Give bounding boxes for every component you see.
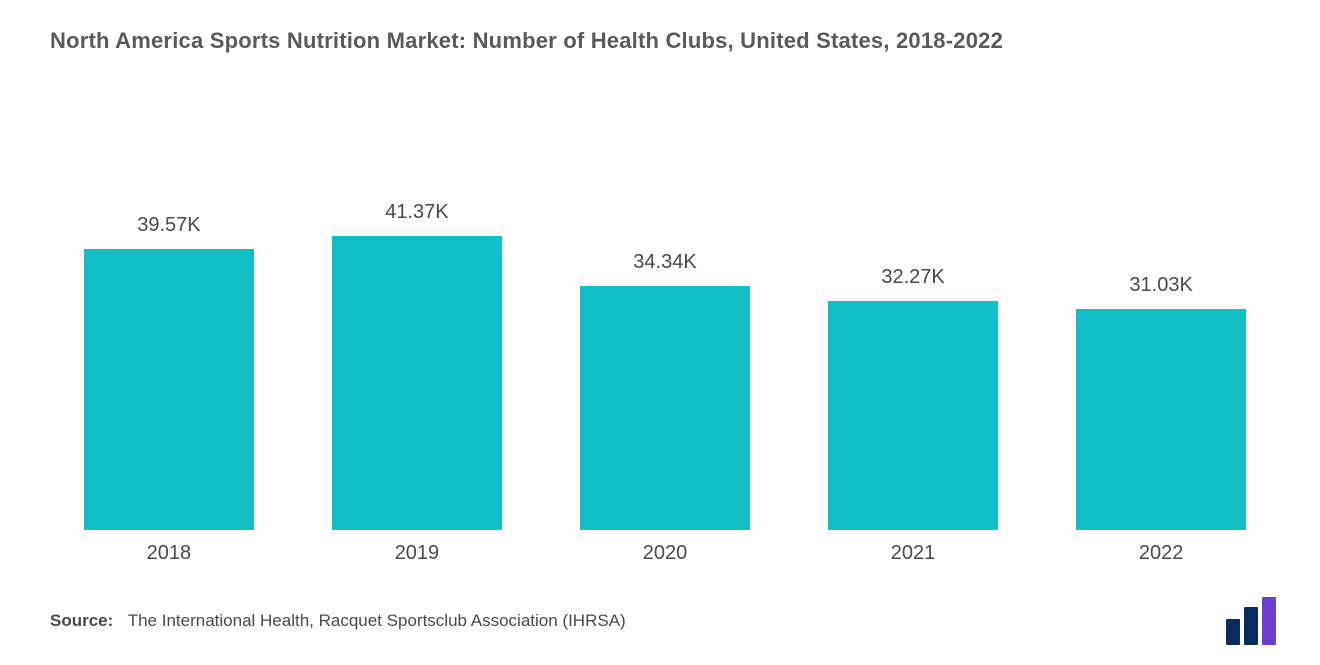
bar-group: 39.57K bbox=[60, 214, 278, 530]
chart-container: North America Sports Nutrition Market: N… bbox=[0, 0, 1320, 665]
x-tick-label: 2019 bbox=[308, 542, 526, 565]
x-tick-label: 2018 bbox=[60, 542, 278, 565]
logo-bar bbox=[1262, 597, 1276, 645]
bar-group: 32.27K bbox=[804, 266, 1022, 530]
bar-value-label: 34.34K bbox=[633, 251, 696, 274]
bar-value-label: 31.03K bbox=[1129, 274, 1192, 297]
brand-logo-icon bbox=[1226, 597, 1276, 645]
bar-value-label: 32.27K bbox=[881, 266, 944, 289]
logo-bar bbox=[1244, 607, 1258, 645]
chart-title: North America Sports Nutrition Market: N… bbox=[50, 28, 1280, 54]
x-tick-label: 2022 bbox=[1052, 542, 1270, 565]
source-label: Source: bbox=[50, 611, 113, 630]
bar-group: 31.03K bbox=[1052, 274, 1270, 530]
source-text: The International Health, Racquet Sports… bbox=[128, 611, 626, 630]
chart-plot-area: 39.57K 41.37K 34.34K 32.27K 31.03K bbox=[50, 64, 1280, 530]
bar-value-label: 41.37K bbox=[385, 201, 448, 224]
bar bbox=[332, 236, 502, 530]
logo-bar bbox=[1226, 619, 1240, 645]
x-tick-label: 2020 bbox=[556, 542, 774, 565]
bar-group: 34.34K bbox=[556, 251, 774, 530]
source-line: Source: The International Health, Racque… bbox=[50, 611, 626, 631]
bar-value-label: 39.57K bbox=[137, 214, 200, 237]
bar bbox=[1076, 309, 1246, 530]
bar bbox=[580, 286, 750, 530]
bar-group: 41.37K bbox=[308, 201, 526, 530]
bar bbox=[828, 301, 998, 530]
x-axis: 2018 2019 2020 2021 2022 bbox=[50, 530, 1280, 565]
bar bbox=[84, 249, 254, 530]
chart-footer: Source: The International Health, Racque… bbox=[50, 597, 1280, 645]
x-tick-label: 2021 bbox=[804, 542, 1022, 565]
